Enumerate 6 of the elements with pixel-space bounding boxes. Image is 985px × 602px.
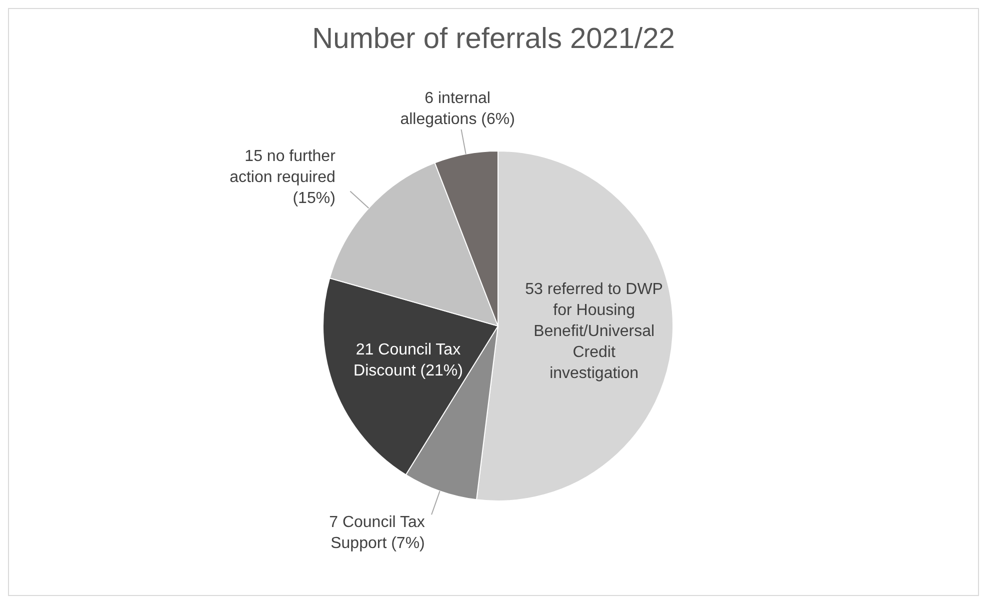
slice-label: 53 referred to DWP for Housing Benefit/Universal Credit investigation (525, 281, 663, 382)
slice-label: 7 Council Tax Support (7%) (329, 514, 425, 552)
slice-label: 6 internal allegations (6%) (400, 90, 515, 128)
slice-label: 15 no further action required (15%) (230, 148, 336, 208)
slice-label: 21 Council Tax Discount (21%) (354, 341, 463, 380)
chart-title: Number of referrals 2021/22 (311, 23, 676, 56)
